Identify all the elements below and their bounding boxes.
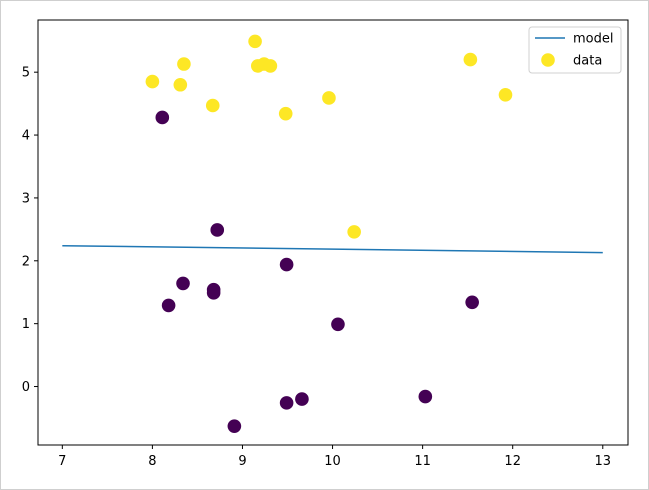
data-point: [347, 225, 361, 239]
y-tick-label: 5: [22, 66, 30, 81]
y-tick-label: 4: [22, 129, 30, 144]
x-tick-label: 10: [324, 454, 341, 469]
data-point: [331, 317, 345, 332]
data-point: [418, 389, 433, 404]
data-point: [173, 77, 188, 92]
y-tick-label: 0: [22, 380, 30, 395]
data-point: [227, 419, 242, 433]
data-point: [263, 59, 278, 73]
data-layer: [62, 34, 603, 433]
legend-label-data: data: [573, 54, 602, 69]
data-point: [322, 91, 336, 105]
data-point: [161, 298, 176, 313]
y-tick-label: 3: [22, 191, 30, 206]
data-point: [206, 286, 221, 300]
x-tick-label: 12: [504, 454, 521, 469]
x-tick-label: 13: [595, 454, 612, 469]
x-tick-label: 11: [414, 454, 431, 469]
legend-label-model: model: [573, 32, 613, 47]
data-point: [177, 57, 191, 71]
data-point: [465, 295, 479, 310]
data-point: [145, 74, 160, 89]
data-point: [279, 396, 294, 410]
legend: model data: [528, 26, 622, 74]
x-tick-label: 7: [58, 454, 66, 469]
data-point: [498, 88, 513, 102]
model-line: [62, 244, 603, 254]
data-point: [463, 52, 478, 67]
data-point: [278, 106, 293, 121]
data-point: [210, 223, 225, 237]
data-point: [279, 257, 294, 272]
data-point: [155, 110, 170, 125]
x-tick-label: 8: [148, 454, 156, 469]
plot-area-border: [37, 19, 629, 446]
data-point: [248, 34, 262, 49]
x-tick-label: 9: [238, 454, 246, 469]
y-tick-label: 1: [22, 317, 30, 332]
legend-marker-swatch: [541, 53, 555, 67]
y-tick-label: 2: [22, 254, 30, 269]
data-point: [205, 98, 220, 113]
data-point: [295, 392, 309, 406]
data-point: [176, 276, 190, 291]
